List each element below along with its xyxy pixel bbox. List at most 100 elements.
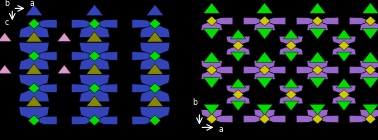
Polygon shape xyxy=(307,61,328,70)
Polygon shape xyxy=(149,51,161,61)
Polygon shape xyxy=(318,115,339,123)
Polygon shape xyxy=(89,115,101,126)
Polygon shape xyxy=(201,110,222,119)
Polygon shape xyxy=(140,56,170,70)
Polygon shape xyxy=(336,78,352,88)
Polygon shape xyxy=(312,114,323,124)
Polygon shape xyxy=(28,51,40,61)
Polygon shape xyxy=(147,96,163,106)
Polygon shape xyxy=(349,17,370,25)
Polygon shape xyxy=(28,19,40,29)
Polygon shape xyxy=(254,110,275,119)
Polygon shape xyxy=(34,84,57,92)
Polygon shape xyxy=(86,4,103,16)
Polygon shape xyxy=(284,29,299,39)
Polygon shape xyxy=(19,88,49,102)
Polygon shape xyxy=(296,66,318,74)
Polygon shape xyxy=(365,114,376,124)
Polygon shape xyxy=(309,3,326,13)
Text: b: b xyxy=(5,0,9,8)
Polygon shape xyxy=(71,20,94,28)
Polygon shape xyxy=(79,56,110,70)
Polygon shape xyxy=(265,66,286,74)
Polygon shape xyxy=(254,70,275,79)
Polygon shape xyxy=(19,24,49,37)
Polygon shape xyxy=(34,20,57,28)
Polygon shape xyxy=(254,61,275,70)
Polygon shape xyxy=(19,56,49,70)
Polygon shape xyxy=(132,84,155,92)
Polygon shape xyxy=(232,41,243,50)
Polygon shape xyxy=(332,46,356,55)
Polygon shape xyxy=(26,96,42,106)
Polygon shape xyxy=(203,3,220,13)
Polygon shape xyxy=(256,78,273,88)
Polygon shape xyxy=(259,65,270,75)
Polygon shape xyxy=(336,52,352,62)
Polygon shape xyxy=(19,107,49,120)
Polygon shape xyxy=(279,36,303,46)
Polygon shape xyxy=(336,29,352,39)
Polygon shape xyxy=(312,16,323,26)
Polygon shape xyxy=(79,42,110,56)
Polygon shape xyxy=(86,64,103,74)
Polygon shape xyxy=(362,78,378,88)
Text: a: a xyxy=(218,125,223,134)
Polygon shape xyxy=(286,90,297,99)
Polygon shape xyxy=(94,20,118,28)
Polygon shape xyxy=(203,52,220,62)
Polygon shape xyxy=(339,90,349,99)
Polygon shape xyxy=(140,42,170,56)
Polygon shape xyxy=(309,29,326,39)
Polygon shape xyxy=(206,16,217,26)
Polygon shape xyxy=(79,75,110,88)
Polygon shape xyxy=(332,36,356,46)
Polygon shape xyxy=(226,94,250,104)
Polygon shape xyxy=(307,70,328,79)
Polygon shape xyxy=(132,20,155,28)
Polygon shape xyxy=(339,41,349,50)
Text: b: b xyxy=(192,98,197,107)
Text: c: c xyxy=(5,18,9,27)
Polygon shape xyxy=(140,75,170,88)
Polygon shape xyxy=(360,21,378,30)
Polygon shape xyxy=(19,42,49,56)
Polygon shape xyxy=(79,107,110,120)
Polygon shape xyxy=(212,17,233,25)
Polygon shape xyxy=(332,94,356,104)
Polygon shape xyxy=(146,4,164,16)
Polygon shape xyxy=(89,51,101,61)
Polygon shape xyxy=(309,52,326,62)
Polygon shape xyxy=(28,83,40,93)
Polygon shape xyxy=(57,33,71,41)
Polygon shape xyxy=(259,114,270,124)
Polygon shape xyxy=(140,107,170,120)
Polygon shape xyxy=(203,78,220,88)
Polygon shape xyxy=(212,66,233,74)
Polygon shape xyxy=(307,21,328,30)
Polygon shape xyxy=(243,66,265,74)
Polygon shape xyxy=(0,33,12,41)
Polygon shape xyxy=(296,17,318,25)
Polygon shape xyxy=(284,52,299,62)
Polygon shape xyxy=(28,115,40,126)
Polygon shape xyxy=(89,19,101,29)
Polygon shape xyxy=(206,114,217,124)
Polygon shape xyxy=(147,64,163,74)
Polygon shape xyxy=(362,3,378,13)
Polygon shape xyxy=(132,52,155,60)
Polygon shape xyxy=(318,66,339,74)
Polygon shape xyxy=(284,78,299,88)
Polygon shape xyxy=(26,32,42,42)
Polygon shape xyxy=(203,29,220,39)
Polygon shape xyxy=(259,16,270,26)
Polygon shape xyxy=(79,88,110,102)
Text: a: a xyxy=(29,0,34,8)
Polygon shape xyxy=(256,104,273,115)
Polygon shape xyxy=(147,32,163,42)
Polygon shape xyxy=(149,115,161,126)
Polygon shape xyxy=(243,115,265,123)
Polygon shape xyxy=(307,110,328,119)
Polygon shape xyxy=(312,65,323,75)
Polygon shape xyxy=(89,83,101,93)
